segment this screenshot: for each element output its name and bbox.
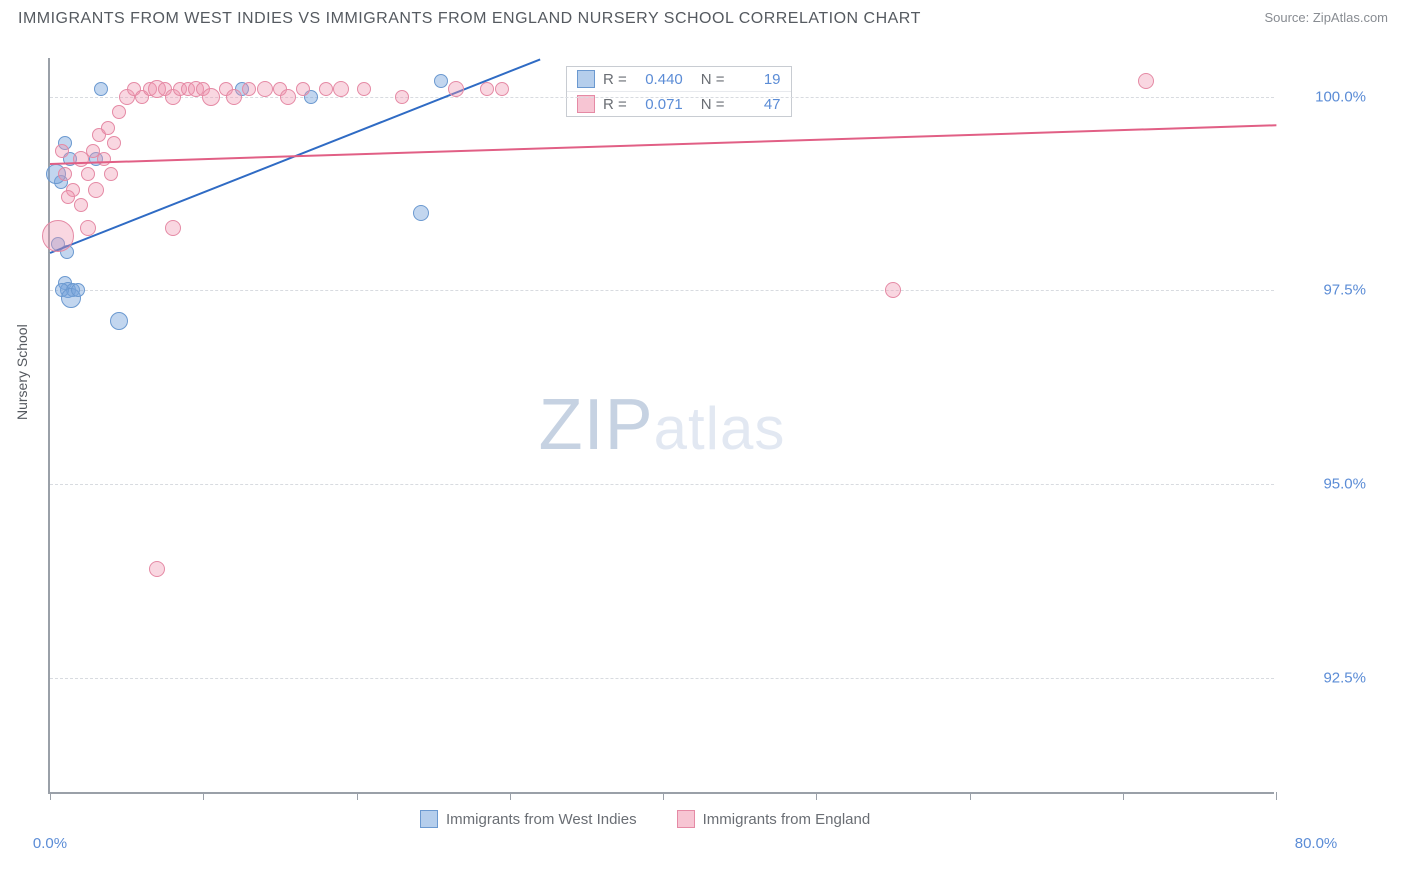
x-tick	[970, 792, 971, 800]
data-point	[296, 82, 310, 96]
data-point	[448, 81, 464, 97]
chart-title: IMMIGRANTS FROM WEST INDIES VS IMMIGRANT…	[18, 10, 921, 28]
data-point	[107, 136, 121, 150]
grid-line	[50, 678, 1274, 679]
x-tick	[816, 792, 817, 800]
stats-row: R = 0.440 N = 19	[567, 67, 791, 92]
data-point	[242, 82, 256, 96]
legend-item: Immigrants from West Indies	[420, 810, 637, 828]
stat-r-label: R =	[603, 71, 627, 88]
series-swatch	[577, 70, 595, 88]
chart-source: Source: ZipAtlas.com	[1264, 10, 1388, 25]
data-point	[110, 312, 128, 330]
x-tick	[1123, 792, 1124, 800]
data-point	[165, 220, 181, 236]
data-point	[257, 81, 273, 97]
data-point	[226, 89, 242, 105]
data-point	[112, 105, 126, 119]
stat-n-label: N =	[701, 71, 725, 88]
y-tick-label: 100.0%	[1315, 88, 1366, 105]
watermark-zip: ZIP	[539, 384, 654, 466]
stats-row: R = 0.071 N = 47	[567, 92, 791, 116]
correlation-stats-box: R = 0.440 N = 19 R = 0.071 N = 47	[566, 66, 792, 117]
data-point	[88, 182, 104, 198]
y-axis-label: Nursery School	[14, 324, 30, 420]
data-point	[413, 205, 429, 221]
y-tick-label: 95.0%	[1323, 476, 1366, 493]
x-tick	[1276, 792, 1277, 800]
data-point	[434, 74, 448, 88]
chart-plot-area: ZIPatlas R =0.440N =19R =0.071N =47 Immi…	[48, 58, 1274, 794]
data-point	[74, 198, 88, 212]
x-axis-legend: Immigrants from West Indies Immigrants fr…	[420, 810, 870, 828]
data-point	[55, 144, 69, 158]
data-point	[104, 167, 118, 181]
data-point	[319, 82, 333, 96]
data-point	[1138, 73, 1154, 89]
trend-line	[50, 124, 1276, 165]
data-point	[480, 82, 494, 96]
watermark: ZIPatlas	[539, 384, 786, 466]
x-tick-label: 0.0%	[33, 835, 67, 852]
stat-r-value: 0.071	[635, 96, 683, 113]
stat-n-value: 47	[733, 96, 781, 113]
legend-swatch	[420, 810, 438, 828]
data-point	[101, 121, 115, 135]
y-tick-label: 92.5%	[1323, 669, 1366, 686]
data-point	[71, 283, 85, 297]
x-tick	[357, 792, 358, 800]
x-tick	[50, 792, 51, 800]
grid-line	[50, 484, 1274, 485]
data-point	[80, 220, 96, 236]
chart-header: IMMIGRANTS FROM WEST INDIES VS IMMIGRANT…	[0, 0, 1406, 34]
stat-n-value: 19	[733, 71, 781, 88]
data-point	[61, 190, 75, 204]
data-point	[885, 282, 901, 298]
x-tick	[510, 792, 511, 800]
legend-item: Immigrants from England	[677, 810, 871, 828]
watermark-atlas: atlas	[654, 394, 786, 463]
data-point	[395, 90, 409, 104]
data-point	[202, 88, 220, 106]
x-tick	[203, 792, 204, 800]
y-tick-label: 97.5%	[1323, 282, 1366, 299]
legend-label: Immigrants from England	[703, 811, 871, 828]
grid-line	[50, 290, 1274, 291]
data-point	[42, 220, 74, 252]
stat-r-value: 0.440	[635, 71, 683, 88]
x-tick-label: 80.0%	[1295, 835, 1338, 852]
data-point	[149, 561, 165, 577]
stat-r-label: R =	[603, 96, 627, 113]
data-point	[97, 152, 111, 166]
stat-n-label: N =	[701, 96, 725, 113]
data-point	[495, 82, 509, 96]
data-point	[280, 89, 296, 105]
data-point	[58, 167, 72, 181]
data-point	[357, 82, 371, 96]
x-tick	[663, 792, 664, 800]
data-point	[333, 81, 349, 97]
legend-swatch	[677, 810, 695, 828]
data-point	[81, 167, 95, 181]
legend-label: Immigrants from West Indies	[446, 811, 637, 828]
data-point	[94, 82, 108, 96]
